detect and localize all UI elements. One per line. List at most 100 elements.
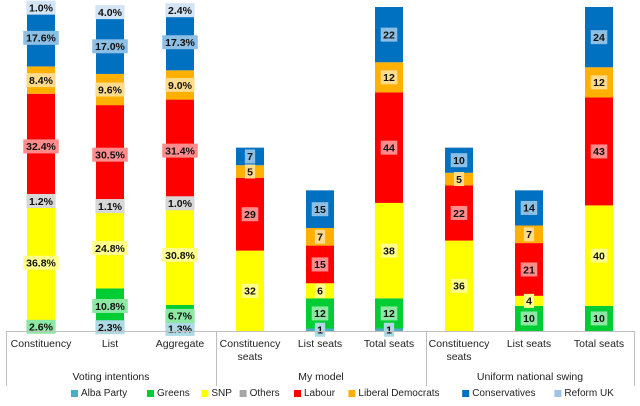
data-label-constituency-voting-intentions-reform-uk: 1.0% — [29, 2, 54, 14]
category-axis: Constituency List Aggregate Constituencysea… — [6, 331, 635, 386]
data-label-constituency-seats-my-model-liberal-democrats: 5 — [247, 166, 253, 178]
data-label-list-voting-intentions-conservatives: 17.0% — [95, 41, 125, 53]
data-label-list-seats-uniform-national-swing-labour: 21 — [523, 264, 535, 276]
data-label-bg-list-reform-uk — [95, 5, 125, 20]
data-label-constituency-voting-intentions-others: 1.2% — [29, 196, 54, 208]
data-label-total-seats-my-model-greens: 12 — [383, 308, 395, 320]
data-label-constituency-seats-uniform-national-swing-conservatives: 10 — [453, 155, 465, 167]
data-label-list-voting-intentions-labour: 30.5% — [95, 149, 125, 161]
data-label-constituency-seats-uniform-national-swing-labour: 22 — [453, 208, 465, 220]
data-label-bg-list-seats-alba-party — [314, 322, 326, 337]
data-label-bg-constituency-seats-liberal-democrats — [244, 164, 256, 179]
tick-label-constituency-seats-uniform-national-swing-line0: Constituency — [429, 338, 490, 350]
data-label-list-voting-intentions-greens: 10.8% — [95, 301, 125, 313]
data-label-aggregate-voting-intentions-alba-party: 1.3% — [168, 324, 193, 336]
data-label-list-voting-intentions-others: 1.1% — [98, 201, 123, 213]
legend-label-labour: Labour — [304, 388, 336, 399]
data-label-bg-total-seats-labour — [380, 140, 398, 155]
data-label-bg-list-seats-conservatives — [520, 200, 538, 215]
data-label-bg-constituency-seats-labour — [450, 205, 468, 220]
data-label-bg-constituency-reform-uk — [26, 0, 56, 15]
data-label-bg-constituency-others — [26, 194, 56, 208]
data-label-bg-list-seats-labour — [520, 262, 538, 277]
data-label-bg-list-seats-conservatives — [311, 202, 329, 217]
data-label-bg-aggregate-greens — [165, 308, 195, 323]
data-label-bg-aggregate-conservatives — [162, 35, 198, 50]
data-label-bg-list-alba-party — [95, 320, 125, 335]
legend-swatch-alba-party — [71, 390, 78, 397]
data-label-bg-aggregate-liberal-democrats — [165, 77, 195, 92]
data-label-constituency-seats-uniform-national-swing-liberal-democrats: 5 — [456, 174, 462, 186]
data-label-bg-total-seats-alba-party — [383, 322, 395, 337]
data-label-bg-total-seats-snp — [590, 248, 608, 263]
legend-label-alba-party: Alba Party — [81, 388, 127, 399]
data-label-bg-list-conservatives — [92, 39, 128, 54]
tick-label-aggregate-voting-intentions: Aggregate — [156, 338, 205, 350]
data-label-bg-total-seats-snp — [380, 243, 398, 258]
data-label-bg-aggregate-reform-uk — [165, 3, 195, 18]
data-label-bg-constituency-conservatives — [23, 30, 59, 45]
data-label-constituency-seats-my-model-labour: 29 — [244, 209, 256, 221]
data-label-total-seats-my-model-alba-party: 1 — [386, 325, 392, 337]
data-label-bg-list-seats-labour — [311, 257, 329, 272]
legend-label-snp: SNP — [211, 388, 232, 399]
data-label-bg-list-seats-greens — [520, 311, 538, 326]
tick-label-total-seats-uniform-national-swing: Total seats — [574, 338, 624, 350]
legend-swatch-conservatives — [462, 390, 470, 397]
data-label-bg-aggregate-labour — [162, 143, 198, 158]
tick-label-constituency-seats-uniform-national-swing-line1: seats — [446, 351, 471, 363]
data-label-aggregate-voting-intentions-reform-uk: 2.4% — [168, 5, 193, 17]
legend-label-liberal-democrats: Liberal Democrats — [358, 388, 439, 399]
data-label-list-voting-intentions-alba-party: 2.3% — [98, 322, 123, 334]
data-label-list-seats-uniform-national-swing-greens: 10 — [523, 313, 535, 325]
data-label-bg-aggregate-alba-party — [165, 321, 195, 336]
tick-label-constituency-seats-my-model-line1: seats — [237, 351, 262, 363]
data-label-list-voting-intentions-reform-uk: 4.0% — [98, 7, 123, 19]
data-label-bg-total-seats-labour — [590, 144, 608, 159]
data-label-bg-list-others — [95, 199, 125, 214]
data-label-list-seats-my-model-snp: 6 — [317, 286, 323, 298]
data-label-bg-total-seats-liberal-democrats — [590, 75, 608, 90]
data-label-constituency-seats-my-model-snp: 32 — [244, 286, 256, 298]
data-label-aggregate-voting-intentions-labour: 31.4% — [165, 145, 195, 157]
data-label-list-seats-my-model-labour: 15 — [314, 259, 326, 271]
data-label-bg-constituency-seats-snp — [450, 278, 468, 293]
data-label-bg-constituency-seats-snp — [241, 283, 259, 298]
data-label-total-seats-uniform-national-swing-greens: 10 — [593, 313, 605, 325]
data-label-list-seats-my-model-conservatives: 15 — [314, 204, 326, 216]
legend-swatch-labour — [294, 390, 301, 397]
data-label-aggregate-voting-intentions-snp: 30.8% — [165, 250, 195, 262]
data-label-bg-list-seats-liberal-democrats — [523, 227, 535, 242]
group-label-uniform-national-swing: Uniform national swing — [477, 371, 583, 383]
data-label-total-seats-uniform-national-swing-conservatives: 24 — [593, 32, 605, 44]
data-label-constituency-voting-intentions-conservatives: 17.6% — [26, 33, 56, 45]
tick-label-total-seats-my-model: Total seats — [364, 338, 414, 350]
data-label-bg-constituency-seats-liberal-democrats — [453, 172, 465, 187]
data-label-bg-constituency-snp — [23, 255, 59, 270]
data-label-constituency-voting-intentions-liberal-democrats: 8.4% — [29, 75, 54, 87]
data-label-total-seats-my-model-conservatives: 22 — [383, 29, 395, 41]
data-label-list-voting-intentions-snp: 24.8% — [95, 243, 125, 255]
legend-swatch-greens — [147, 390, 154, 397]
data-label-bg-total-seats-greens — [590, 311, 608, 326]
data-label-aggregate-voting-intentions-conservatives: 17.3% — [165, 37, 195, 49]
legend-label-others: Others — [250, 388, 280, 399]
data-label-bg-list-snp — [92, 241, 128, 256]
data-label-bg-constituency-greens — [26, 319, 56, 334]
data-label-bg-list-liberal-democrats — [95, 82, 125, 97]
data-label-total-seats-uniform-national-swing-labour: 43 — [593, 146, 605, 158]
data-label-bg-constituency-seats-conservatives — [450, 153, 468, 168]
data-label-list-seats-uniform-national-swing-snp: 4 — [526, 296, 532, 308]
data-label-aggregate-voting-intentions-liberal-democrats: 9.0% — [168, 80, 193, 92]
data-label-total-seats-uniform-national-swing-snp: 40 — [593, 250, 605, 262]
data-label-list-seats-my-model-liberal-democrats: 7 — [317, 232, 323, 244]
data-label-total-seats-my-model-liberal-democrats: 12 — [383, 72, 395, 84]
data-label-bg-constituency-seats-conservatives — [244, 149, 256, 164]
data-label-constituency-seats-uniform-national-swing-snp: 36 — [453, 281, 465, 293]
legend-swatch-others — [239, 390, 247, 397]
legend-swatch-liberal-democrats — [348, 390, 356, 397]
data-label-bg-constituency-liberal-democrats — [26, 73, 56, 88]
data-label-bg-constituency-seats-labour — [241, 207, 259, 222]
tick-label-constituency-seats-my-model-line0: Constituency — [220, 338, 281, 350]
